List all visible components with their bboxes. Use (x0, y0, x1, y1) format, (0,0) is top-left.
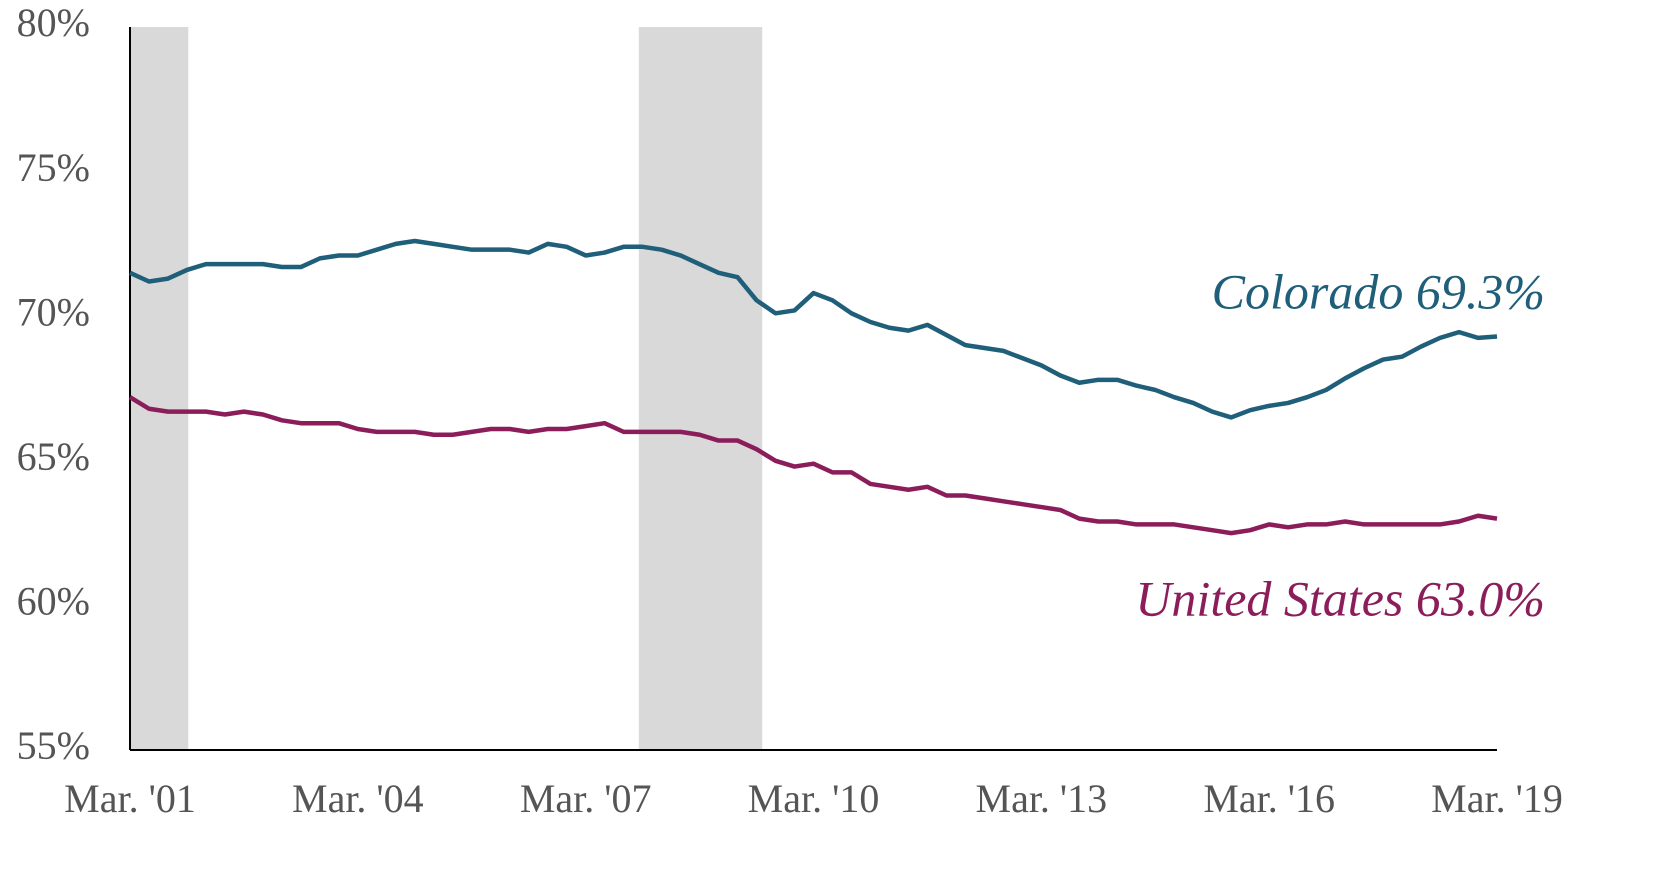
series-annotation: Colorado 69.3% (1212, 263, 1545, 319)
series-line (129, 238, 1498, 420)
x-tick-label: Mar. '16 (1203, 776, 1335, 821)
x-tick-label: Mar. '10 (748, 776, 880, 821)
y-tick-label: 80% (17, 0, 90, 45)
x-tick-label: Mar. '04 (292, 776, 424, 821)
series-annotation: United States 63.0% (1135, 570, 1545, 626)
recession-band (638, 27, 763, 750)
recession-band (130, 27, 189, 750)
x-tick-label: Mar. '01 (64, 776, 196, 821)
x-tick-label: Mar. '07 (520, 776, 652, 821)
y-tick-label: 60% (17, 579, 90, 624)
y-tick-label: 75% (17, 145, 90, 190)
series-line (128, 395, 1498, 536)
y-tick-label: 65% (17, 434, 90, 479)
x-tick-label: Mar. '13 (976, 776, 1108, 821)
x-tick-label: Mar. '19 (1431, 776, 1563, 821)
y-tick-label: 70% (17, 289, 90, 334)
y-tick-label: 55% (17, 723, 90, 768)
